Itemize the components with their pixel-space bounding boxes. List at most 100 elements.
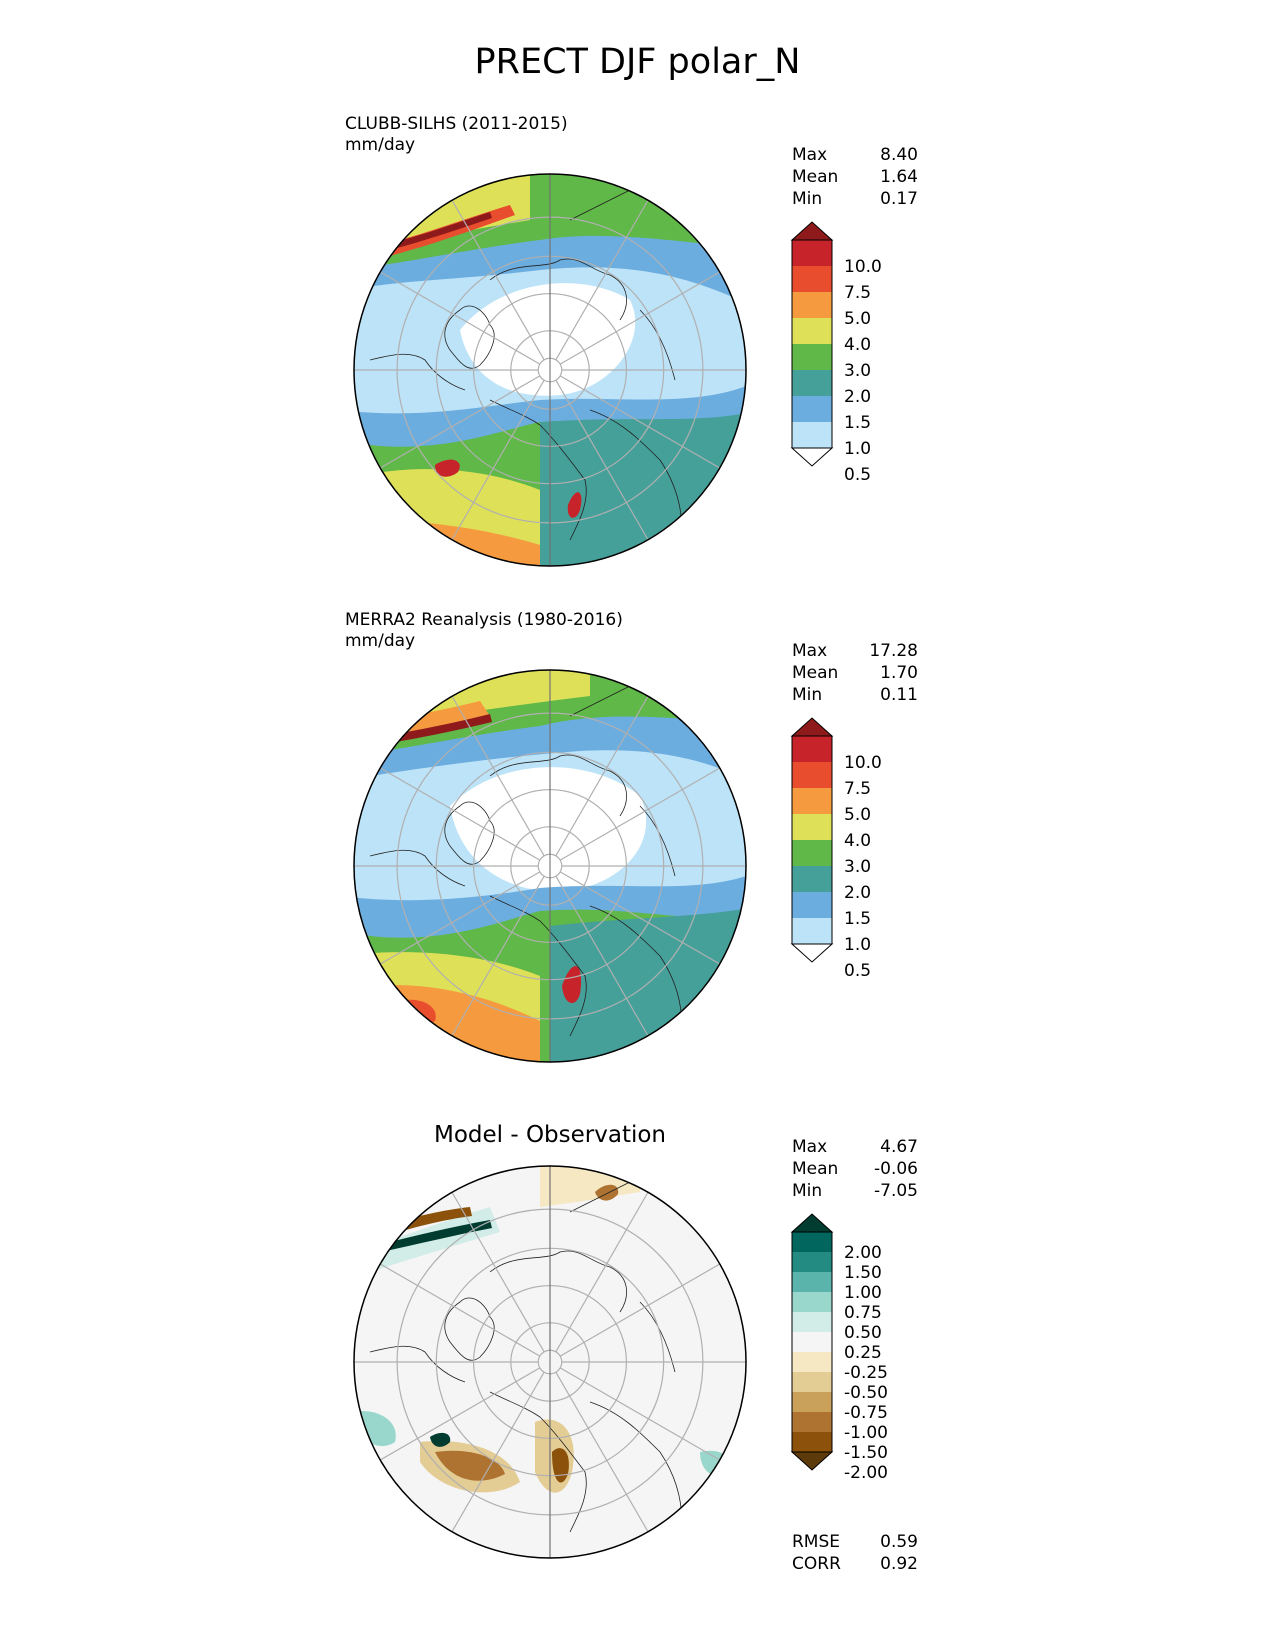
coastline-segment xyxy=(489,1391,587,1533)
meridian-line xyxy=(555,379,649,541)
panel-2-label: MERRA2 Reanalysis (1980-2016) mm/day xyxy=(345,610,623,652)
meridian-line xyxy=(559,767,721,861)
colorbar-tick-label: 5.0 xyxy=(844,805,871,825)
stat-mean: Mean -0.06 xyxy=(792,1159,918,1179)
colorbar-tick-label: 5.0 xyxy=(844,309,871,329)
map-boundary xyxy=(353,669,747,1063)
meridian-line xyxy=(379,767,541,861)
stat-min: Min 0.17 xyxy=(792,189,918,209)
colorbar-segment xyxy=(792,1412,832,1432)
colorbar-segment xyxy=(792,1352,832,1372)
colorbar-tick-label: 1.5 xyxy=(844,413,871,433)
colorbar-segment xyxy=(792,240,832,266)
colorbar-panel-1: 10.0 7.5 5.0 4.0 3.0 2.0 1.5 1.0 0.5 xyxy=(790,221,882,485)
meridian-line xyxy=(379,271,541,365)
meridian-line xyxy=(555,1371,649,1533)
stat-rmse: RMSE 0.59 xyxy=(792,1532,918,1552)
stat-min: Min 0.11 xyxy=(792,685,918,705)
colorbar-frame xyxy=(791,1231,833,1453)
colorbar-tick-label: 10.0 xyxy=(844,257,882,277)
colorbar-segment xyxy=(792,1332,832,1352)
coastline-segment xyxy=(489,258,627,321)
panel-3-bottom-stats: RMSE 0.59 CORR 0.92 xyxy=(792,1531,918,1575)
colorbar-frame xyxy=(791,239,833,449)
colorbar-tick-label: -1.00 xyxy=(844,1423,888,1443)
meridian-line xyxy=(559,271,721,365)
colorbar-tick-label: 4.0 xyxy=(844,831,871,851)
coastline-segment xyxy=(369,353,466,391)
meridian-line xyxy=(451,1371,545,1533)
meridian-line xyxy=(451,1191,545,1353)
meridian-line xyxy=(555,695,649,857)
colorbar-segment xyxy=(792,814,832,840)
field-contour xyxy=(430,1432,451,1447)
field-contour xyxy=(370,1220,492,1254)
coastline-segment xyxy=(639,309,676,381)
colorbar-segment xyxy=(792,1272,832,1292)
meridian-line xyxy=(451,199,545,361)
colorbar-segment xyxy=(792,918,832,944)
stat-mean: Mean 1.64 xyxy=(792,167,918,187)
colorbar-segment xyxy=(792,736,832,762)
colorbar-tick-label: 1.0 xyxy=(844,439,871,459)
colorbar-tick-label: 1.50 xyxy=(844,1263,882,1283)
colorbar-over-triangle xyxy=(790,717,834,737)
meridian-line xyxy=(555,875,649,1037)
colorbar-tick-label: 1.0 xyxy=(844,935,871,955)
meridian-line xyxy=(559,1367,721,1461)
stat-max: Max 4.67 xyxy=(792,1137,918,1157)
colorbar-tick-label: -0.50 xyxy=(844,1383,888,1403)
panel-2-stats: Max 17.28 Mean 1.70 Min 0.11 xyxy=(792,640,918,706)
colorbar-tick-label: 0.5 xyxy=(844,961,871,981)
field-contour xyxy=(552,1448,569,1483)
colorbar-under-triangle xyxy=(790,943,834,963)
meridian-line xyxy=(379,375,541,469)
colorbar-segment xyxy=(792,866,832,892)
coastline-segment xyxy=(489,1250,627,1313)
polar-map-panel-2 xyxy=(353,669,747,1063)
colorbar-tick-label: 3.0 xyxy=(844,857,871,877)
panel-1-stats: Max 8.40 Mean 1.64 Min 0.17 xyxy=(792,144,918,210)
colorbar-tick-label: 0.5 xyxy=(844,465,871,485)
colorbar-tick-label: 2.0 xyxy=(844,883,871,903)
colorbar-panel-3: 2.001.501.000.750.500.25-0.25-0.50-0.75-… xyxy=(790,1213,888,1483)
field-contour xyxy=(550,906,746,1062)
coastline-segment xyxy=(569,1181,631,1213)
field-contour xyxy=(435,1450,505,1481)
colorbar-tick-label: 3.0 xyxy=(844,361,871,381)
field-contour xyxy=(562,966,582,1004)
panel-1-title: CLUBB-SILHS (2011-2015) xyxy=(345,114,568,134)
colorbar-segment xyxy=(792,370,832,396)
meridian-line xyxy=(559,1263,721,1357)
colorbar-panel-2: 10.0 7.5 5.0 4.0 3.0 2.0 1.5 1.0 0.5 xyxy=(790,717,882,981)
colorbar-tick-label: 4.0 xyxy=(844,335,871,355)
colorbar-segment xyxy=(792,1232,832,1252)
colorbar-tick-label: 2.00 xyxy=(844,1243,882,1263)
coastline-segment xyxy=(369,849,466,887)
meridian-line xyxy=(379,1263,541,1357)
colorbar-under-triangle xyxy=(790,1451,834,1471)
panel-1-units: mm/day xyxy=(345,135,416,155)
colorbar-segment xyxy=(792,1312,832,1332)
colorbar-tick-label: 1.00 xyxy=(844,1283,882,1303)
coastline-segment xyxy=(639,1301,676,1373)
colorbar-segment xyxy=(792,318,832,344)
meridian-line xyxy=(559,375,721,469)
colorbar-tick-label: -0.75 xyxy=(844,1403,888,1423)
meridian-line xyxy=(451,875,545,1037)
coastline-segment xyxy=(444,305,495,369)
panel-2-units: mm/day xyxy=(345,631,416,651)
colorbar-segment xyxy=(792,762,832,788)
colorbar-segment xyxy=(792,1372,832,1392)
meridian-line xyxy=(451,379,545,541)
colorbar-segment xyxy=(792,840,832,866)
colorbar-segment xyxy=(792,292,832,318)
colorbar-tick-label: 0.50 xyxy=(844,1323,882,1343)
stat-max: Max 17.28 xyxy=(792,641,918,661)
stat-min: Min -7.05 xyxy=(792,1181,918,1201)
colorbar-segment xyxy=(792,788,832,814)
panel-3-stats: Max 4.67 Mean -0.06 Min -7.05 xyxy=(792,1136,918,1202)
colorbar-over-triangle xyxy=(790,1213,834,1233)
colorbar-under-triangle xyxy=(790,447,834,467)
figure-title: PRECT DJF polar_N xyxy=(474,42,801,82)
